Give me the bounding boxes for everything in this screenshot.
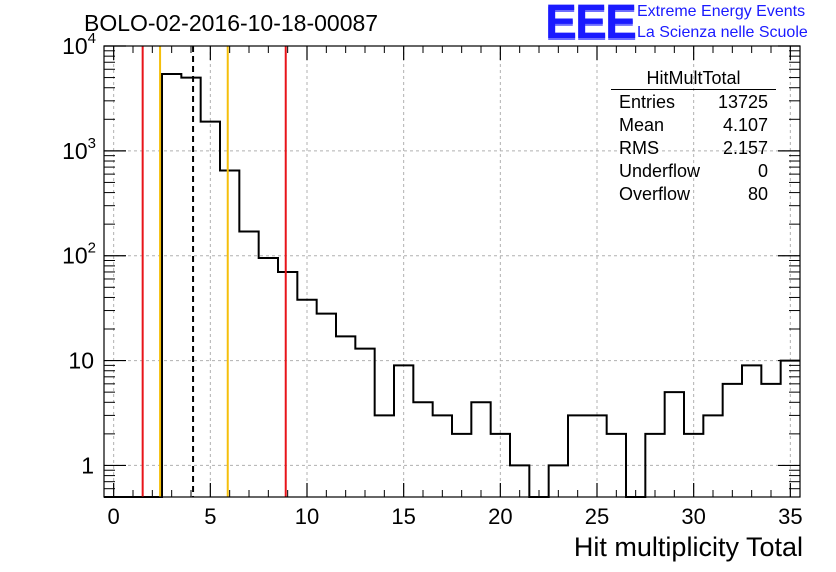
y-tick-label: 10: [68, 348, 94, 374]
x-tick-label: 0: [108, 504, 120, 529]
x-tick-label: 30: [681, 504, 705, 529]
logo-line-1: Extreme Energy Events: [637, 3, 806, 20]
stats-box: HitMultTotal Entries 13725 Mean 4.107 RM…: [611, 68, 776, 206]
x-tick-label: 10: [295, 504, 319, 529]
histogram-line: [104, 73, 800, 498]
stats-value: 80: [747, 184, 768, 204]
stats-divider: [611, 89, 776, 90]
x-axis-label: Hit multiplicity Total: [573, 532, 803, 562]
y-tick-label: 1: [81, 452, 94, 478]
stats-value: 2.157: [722, 138, 768, 158]
histogram-series: [104, 73, 800, 498]
stats-title: HitMultTotal: [646, 68, 741, 88]
tick-labels: 0 5 10 15 20 25 30 35 1 10 102 103 104: [62, 30, 803, 529]
stats-value: 13725: [717, 92, 768, 112]
stats-label: Underflow: [619, 161, 701, 181]
x-tick-label: 20: [488, 504, 512, 529]
stats-row-overflow: Overflow 80: [611, 183, 776, 206]
y-tick-label: 103: [62, 135, 96, 164]
plot-title: BOLO-02-2016-10-18-00087: [84, 10, 379, 36]
y-tick-label: 102: [62, 240, 96, 269]
stats-row-entries: Entries 13725: [611, 91, 776, 114]
stats-value: 4.107: [722, 115, 768, 135]
stats-row-rms: RMS 2.157: [611, 137, 776, 160]
x-tick-label: 25: [585, 504, 609, 529]
stats-row-mean: Mean 4.107: [611, 114, 776, 137]
axis-ticks: [104, 45, 800, 498]
stats-label: Entries: [619, 92, 676, 112]
x-tick-label: 5: [204, 504, 216, 529]
stats-label: Mean: [619, 115, 665, 135]
x-tick-label: 15: [391, 504, 415, 529]
eee-logo: EEE: [545, 0, 637, 49]
stats-value: 0: [757, 161, 768, 181]
stats-label: RMS: [619, 138, 659, 158]
marker-lines: [141, 46, 287, 497]
stats-label: Overflow: [619, 184, 691, 204]
y-tick-label: 104: [62, 30, 96, 59]
stats-row-underflow: Underflow 0: [611, 160, 776, 183]
logo-line-2: La Scienza nelle Scuole: [637, 24, 808, 41]
x-tick-label: 35: [778, 504, 802, 529]
